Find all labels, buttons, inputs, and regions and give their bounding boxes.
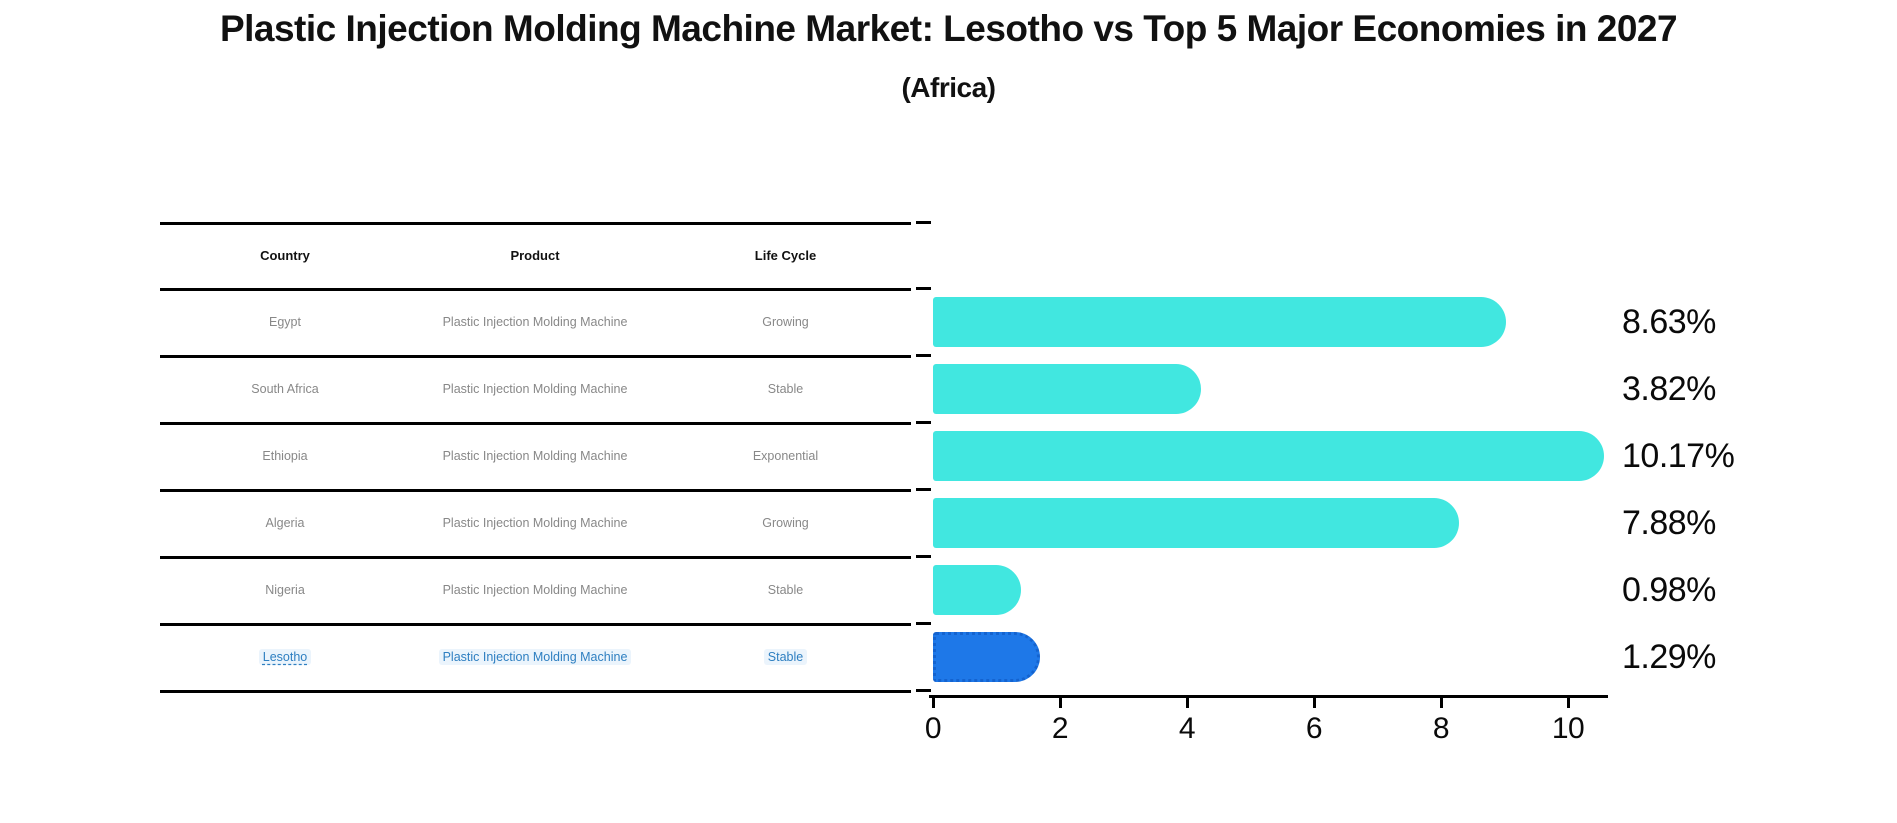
x-tick-label: 8 bbox=[1432, 712, 1450, 745]
bar-value-label: 8.63% bbox=[1622, 302, 1716, 341]
table-row-ethiopia: Ethiopia Plastic Injection Molding Machi… bbox=[160, 422, 911, 489]
product-cell: Plastic Injection Molding Machine bbox=[410, 556, 660, 623]
x-tick-mark bbox=[1439, 695, 1443, 708]
product-cell: Plastic Injection Molding Machine bbox=[410, 422, 660, 489]
country-label: South Africa bbox=[251, 381, 319, 396]
table-divider bbox=[160, 222, 911, 225]
table-row-nigeria: Nigeria Plastic Injection Molding Machin… bbox=[160, 556, 911, 623]
table-divider bbox=[160, 556, 911, 559]
bar-row bbox=[933, 623, 1608, 690]
bar-row bbox=[933, 489, 1608, 556]
table-row-south-africa: South Africa Plastic Injection Molding M… bbox=[160, 355, 911, 422]
table-row-egypt: Egypt Plastic Injection Molding Machine … bbox=[160, 288, 911, 355]
bar-lesotho bbox=[933, 631, 1041, 682]
product-label: Plastic Injection Molding Machine bbox=[442, 515, 628, 530]
x-tick-label: 2 bbox=[1051, 712, 1069, 745]
life-cycle-cell: Stable bbox=[660, 623, 911, 690]
life-cycle-cell: Growing bbox=[660, 288, 911, 355]
column-header-product: Product bbox=[510, 247, 560, 263]
bar-south-africa bbox=[933, 363, 1201, 414]
bar-row bbox=[933, 556, 1608, 623]
bar-value-label: 0.98% bbox=[1622, 570, 1716, 609]
life-cycle-cell: Stable bbox=[660, 556, 911, 623]
life-cycle-label: Growing bbox=[762, 314, 809, 329]
country-label: Lesotho bbox=[258, 648, 312, 665]
y-axis-tick bbox=[916, 354, 931, 357]
bar-ethiopia bbox=[933, 430, 1605, 481]
country-cell: Lesotho bbox=[160, 623, 410, 690]
country-cell: Ethiopia bbox=[160, 422, 410, 489]
y-axis-tick bbox=[916, 689, 931, 692]
x-tick-mark bbox=[931, 695, 935, 708]
bar-value-label: 10.17% bbox=[1622, 436, 1735, 475]
table-divider bbox=[160, 489, 911, 492]
y-axis-tick bbox=[916, 555, 931, 558]
table-divider bbox=[160, 623, 911, 626]
product-label: Plastic Injection Molding Machine bbox=[442, 582, 628, 597]
table-divider bbox=[160, 422, 911, 425]
life-cycle-label: Stable bbox=[767, 582, 804, 597]
column-header-life-cycle: Life Cycle bbox=[754, 247, 817, 263]
product-cell: Plastic Injection Molding Machine bbox=[410, 489, 660, 556]
table-divider bbox=[160, 355, 911, 358]
country-cell: Egypt bbox=[160, 288, 410, 355]
table-divider bbox=[160, 690, 911, 693]
y-axis-tick bbox=[916, 421, 931, 424]
bar-value-label: 1.29% bbox=[1622, 637, 1716, 676]
country-label: Egypt bbox=[269, 314, 301, 329]
x-axis-line bbox=[929, 695, 1608, 698]
column-header-country: Country bbox=[260, 247, 310, 263]
x-tick-mark bbox=[1185, 695, 1189, 708]
x-tick-mark bbox=[1566, 695, 1570, 708]
bar-value-label: 3.82% bbox=[1622, 369, 1716, 408]
country-label: Ethiopia bbox=[262, 448, 308, 463]
product-cell: Plastic Injection Molding Machine bbox=[410, 288, 660, 355]
bar-chart: 0 2 4 6 8 10 bbox=[916, 221, 1608, 745]
table-divider bbox=[160, 288, 911, 291]
x-tick-label: 6 bbox=[1305, 712, 1323, 745]
life-cycle-cell: Exponential bbox=[660, 422, 911, 489]
life-cycle-label: Stable bbox=[763, 648, 808, 665]
life-cycle-label: Exponential bbox=[752, 448, 819, 463]
x-tick-label: 10 bbox=[1551, 712, 1585, 745]
x-tick-label: 0 bbox=[924, 712, 942, 745]
bar-egypt bbox=[933, 296, 1507, 347]
y-axis-tick bbox=[916, 221, 931, 224]
y-axis-tick bbox=[916, 488, 931, 491]
x-tick-label: 4 bbox=[1178, 712, 1196, 745]
life-cycle-label: Growing bbox=[762, 515, 809, 530]
country-label: Algeria bbox=[265, 515, 305, 530]
bar-algeria bbox=[933, 497, 1459, 548]
y-axis-tick bbox=[916, 622, 931, 625]
life-cycle-cell: Growing bbox=[660, 489, 911, 556]
product-label: Plastic Injection Molding Machine bbox=[442, 381, 628, 396]
country-cell: Algeria bbox=[160, 489, 410, 556]
product-cell: Plastic Injection Molding Machine bbox=[410, 355, 660, 422]
country-label: Nigeria bbox=[265, 582, 305, 597]
table-row-algeria: Algeria Plastic Injection Molding Machin… bbox=[160, 489, 911, 556]
bar-value-label: 7.88% bbox=[1622, 503, 1716, 542]
bar-nigeria bbox=[933, 564, 1021, 615]
comparison-table: Country Product Life Cycle Egypt Plastic… bbox=[160, 222, 911, 693]
x-tick-mark bbox=[1058, 695, 1062, 708]
bar-row bbox=[933, 422, 1608, 489]
product-label: Plastic Injection Molding Machine bbox=[442, 448, 628, 463]
country-cell: South Africa bbox=[160, 355, 410, 422]
x-tick-mark bbox=[1312, 695, 1316, 708]
bar-row bbox=[933, 288, 1608, 355]
life-cycle-label: Stable bbox=[767, 381, 804, 396]
product-cell: Plastic Injection Molding Machine bbox=[410, 623, 660, 690]
table-row-lesotho: Lesotho Plastic Injection Molding Machin… bbox=[160, 623, 911, 690]
chart-title: Plastic Injection Molding Machine Market… bbox=[219, 8, 1678, 49]
chart-subtitle: (Africa) bbox=[901, 72, 996, 103]
table-header-row: Country Product Life Cycle bbox=[160, 222, 911, 288]
y-axis-tick bbox=[916, 287, 931, 290]
product-label: Plastic Injection Molding Machine bbox=[442, 314, 628, 329]
bar-row bbox=[933, 355, 1608, 422]
country-cell: Nigeria bbox=[160, 556, 410, 623]
life-cycle-cell: Stable bbox=[660, 355, 911, 422]
product-label: Plastic Injection Molding Machine bbox=[438, 648, 632, 665]
